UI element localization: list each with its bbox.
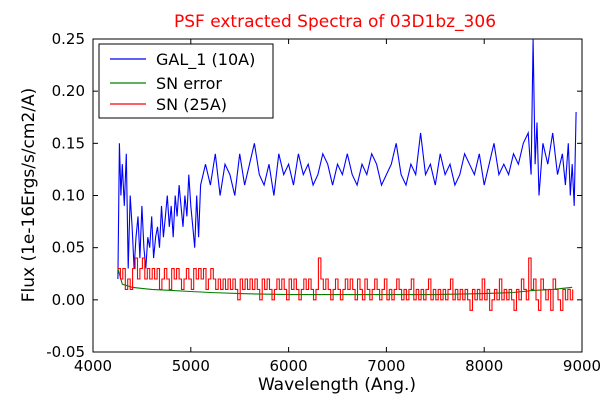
x-tick-label: 4000 xyxy=(74,357,112,375)
x-tick-label: 5000 xyxy=(172,357,210,375)
x-tick-label: 9000 xyxy=(563,357,600,375)
y-tick-label: 0.20 xyxy=(52,82,85,100)
y-tick-label: -0.05 xyxy=(46,343,85,361)
y-tick-label: 0.05 xyxy=(52,239,85,257)
x-tick-labels: 4000 5000 6000 7000 8000 9000 xyxy=(74,357,600,375)
legend-box xyxy=(98,43,274,119)
chart-title: PSF extracted Spectra of 03D1bz_306 xyxy=(174,12,496,32)
y-tick-label: 0.00 xyxy=(52,291,85,309)
series-line-gal xyxy=(117,38,577,280)
series-line-sn xyxy=(117,257,574,311)
x-tick-label: 7000 xyxy=(367,357,405,375)
tick-marks xyxy=(92,38,583,353)
y-tick-label: 0.15 xyxy=(52,134,85,152)
y-tick-labels: -0.05 0.00 0.05 0.10 0.15 0.20 0.25 xyxy=(46,30,85,361)
legend-label-sn: SN (25A) xyxy=(156,95,227,114)
legend-label-sn-error: SN error xyxy=(156,74,222,93)
y-axis-label: Flux (1e-16Ergs/s/cm2/A) xyxy=(19,88,39,303)
x-axis-label: Wavelength (Ang.) xyxy=(258,375,416,395)
y-tick-label: 0.25 xyxy=(52,30,85,48)
series-layer xyxy=(117,38,577,311)
x-tick-label: 6000 xyxy=(270,357,308,375)
x-tick-label: 8000 xyxy=(465,357,503,375)
legend: GAL_1 (10A) SN error SN (25A) xyxy=(98,43,274,119)
legend-label-gal: GAL_1 (10A) xyxy=(156,50,255,70)
y-tick-label: 0.10 xyxy=(52,187,85,205)
